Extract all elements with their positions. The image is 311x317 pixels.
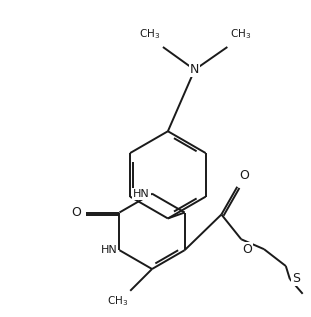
Text: N: N bbox=[190, 63, 199, 76]
Text: O: O bbox=[239, 169, 249, 182]
Text: HN: HN bbox=[133, 189, 150, 199]
Text: O: O bbox=[242, 243, 252, 256]
Text: O: O bbox=[71, 206, 81, 219]
Text: CH$_3$: CH$_3$ bbox=[139, 27, 160, 41]
Text: S: S bbox=[292, 272, 300, 285]
Text: CH$_3$: CH$_3$ bbox=[107, 294, 128, 307]
Text: CH$_3$: CH$_3$ bbox=[230, 27, 252, 41]
Text: HN: HN bbox=[101, 245, 118, 255]
